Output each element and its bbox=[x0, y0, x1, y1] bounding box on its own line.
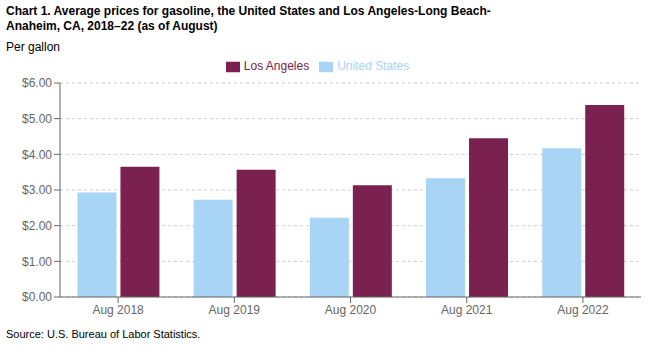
svg-text:$5.00: $5.00 bbox=[22, 112, 52, 126]
svg-text:Aug 2022: Aug 2022 bbox=[557, 303, 609, 317]
html-text:Source: U.S. Bureau of Labor S: Source: U.S. Bureau of Labor Statistics. bbox=[6, 328, 201, 340]
svg-text:Aug 2020: Aug 2020 bbox=[325, 303, 377, 317]
html-text:Chart 1. Average prices for ga: Chart 1. Average prices for gasoline, th… bbox=[6, 4, 491, 18]
svg-text:Aug 2019: Aug 2019 bbox=[209, 303, 261, 317]
svg-text:Aug 2018: Aug 2018 bbox=[92, 303, 144, 317]
svg-text:$4.00: $4.00 bbox=[22, 148, 52, 162]
html-text:Anaheim, CA, 2018–22 (as of Au: Anaheim, CA, 2018–22 (as of August) bbox=[6, 19, 218, 33]
html-text:United States: United States bbox=[337, 59, 410, 73]
svg-text:$0.00: $0.00 bbox=[22, 290, 52, 304]
svg-text:$6.00: $6.00 bbox=[22, 76, 52, 90]
svg-text:$1.00: $1.00 bbox=[22, 255, 52, 269]
html-text:Per gallon: Per gallon bbox=[6, 40, 60, 54]
html-text:Los Angeles: Los Angeles bbox=[243, 59, 310, 73]
svg-text:$2.00: $2.00 bbox=[22, 219, 52, 233]
svg-text:Aug 2021: Aug 2021 bbox=[441, 303, 493, 317]
svg-text:$3.00: $3.00 bbox=[22, 183, 52, 197]
